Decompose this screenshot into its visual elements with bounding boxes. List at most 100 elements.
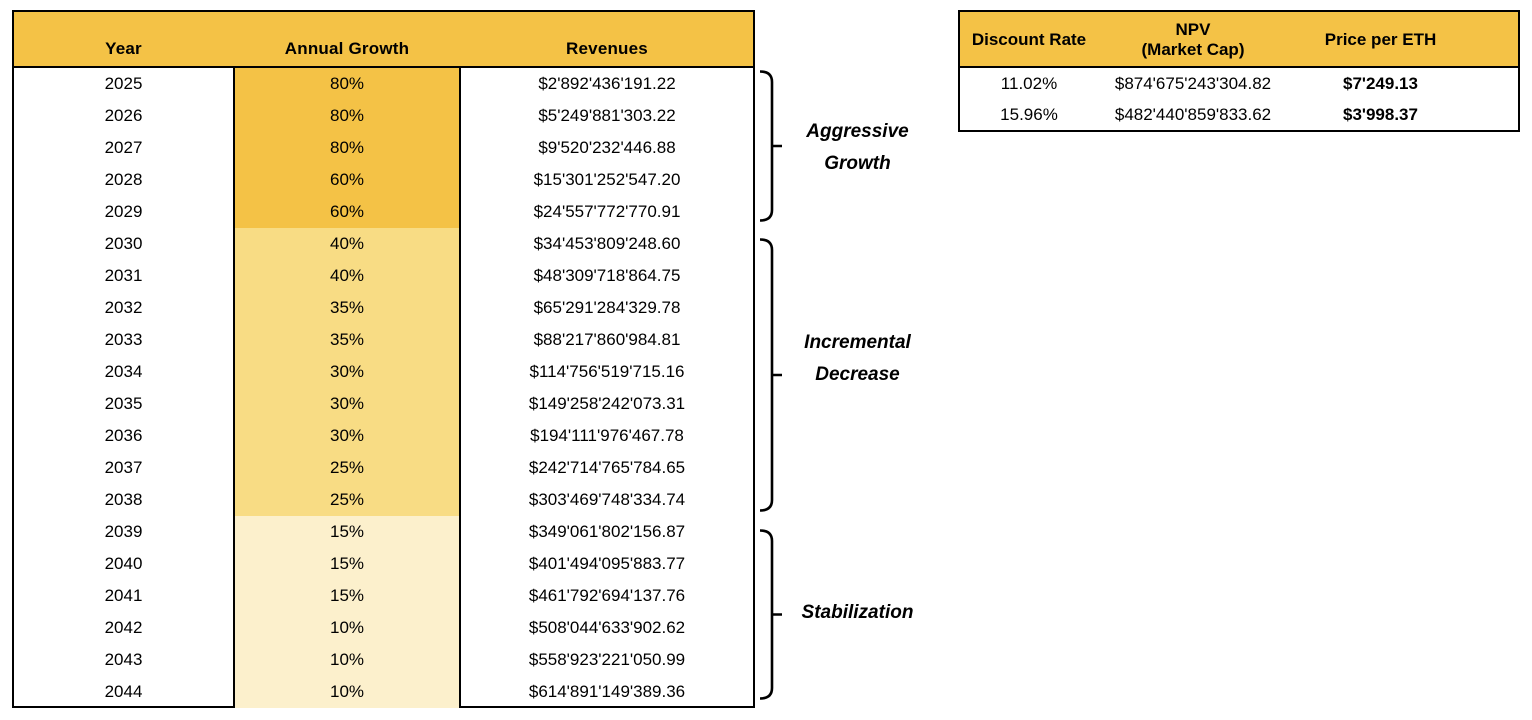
revenue-cell[interactable]: $88'217'860'984.81 [533, 330, 681, 349]
growth-cell[interactable]: 80% [233, 100, 461, 132]
growth-cell[interactable]: 15% [233, 548, 461, 580]
year-cell[interactable]: 2040 [104, 554, 143, 573]
year-cell[interactable]: 2039 [104, 522, 143, 541]
price-per-eth-cell[interactable]: $3'998.37 [1343, 104, 1418, 124]
growth-cell[interactable]: 15% [233, 516, 461, 548]
price-per-eth-column-header[interactable]: Price per ETH [1288, 12, 1473, 66]
year-cell[interactable]: 2034 [104, 362, 143, 381]
growth-cell[interactable]: 40% [233, 228, 461, 260]
revenue-cell[interactable]: $194'111'976'467.78 [530, 426, 684, 445]
revenue-cell[interactable]: $48'309'718'864.75 [533, 266, 681, 285]
year-cell[interactable]: 2028 [104, 170, 143, 189]
growth-cell[interactable]: 25% [233, 452, 461, 484]
npv-cell[interactable]: $482'440'859'833.62 [1114, 104, 1272, 124]
header-sublabel: (Market Cap) [1141, 40, 1245, 59]
table-row: 2039 15% $349'061'802'156.87 [14, 516, 753, 548]
revenue-cell[interactable]: $508'044'633'902.62 [528, 618, 686, 637]
year-column-header[interactable]: Year [105, 39, 142, 58]
table-row: 2041 15% $461'792'694'137.76 [14, 580, 753, 612]
revenue-table-body: 2025 80% $2'892'436'191.22 2026 80% $5'249'88… [14, 68, 753, 708]
table-row: 2043 10% $558'923'221'050.99 [14, 644, 753, 676]
growth-cell[interactable]: 15% [233, 580, 461, 612]
table-row: 2035 30% $149'258'242'073.31 [14, 388, 753, 420]
growth-cell[interactable]: 30% [233, 356, 461, 388]
revenue-cell[interactable]: $9'520'232'446.88 [538, 138, 676, 157]
price-per-eth-cell[interactable]: $7'249.13 [1343, 73, 1418, 93]
year-cell[interactable]: 2030 [104, 234, 143, 253]
npv-cell[interactable]: $874'675'243'304.82 [1114, 73, 1272, 93]
npv-table-header: Discount Rate NPV (Market Cap) Price per… [960, 12, 1518, 68]
year-cell[interactable]: 2037 [104, 458, 143, 477]
npv-summary-table: Discount Rate NPV (Market Cap) Price per… [958, 10, 1520, 132]
year-cell[interactable]: 2029 [104, 202, 143, 221]
year-cell[interactable]: 2031 [104, 266, 143, 285]
year-cell[interactable]: 2042 [104, 618, 143, 637]
growth-cell[interactable]: 35% [233, 324, 461, 356]
revenues-column-header[interactable]: Revenues [566, 39, 648, 58]
revenue-cell[interactable]: $2'892'436'191.22 [538, 74, 676, 93]
year-cell[interactable]: 2043 [104, 650, 143, 669]
growth-cell[interactable]: 10% [233, 612, 461, 644]
npv-table-body: 11.02% $874'675'243'304.82 $7'249.13 15.96%… [960, 68, 1518, 130]
discount-rate-column-header[interactable]: Discount Rate [960, 12, 1098, 66]
table-row: 2026 80% $5'249'881'303.22 [14, 100, 753, 132]
revenue-cell[interactable]: $114'756'519'715.16 [529, 362, 685, 381]
growth-cell[interactable]: 25% [233, 484, 461, 516]
revenue-cell[interactable]: $5'249'881'303.22 [538, 106, 676, 125]
year-cell[interactable]: 2035 [104, 394, 143, 413]
growth-cell[interactable]: 60% [233, 164, 461, 196]
year-cell[interactable]: 2032 [104, 298, 143, 317]
revenue-cell[interactable]: $461'792'694'137.76 [528, 586, 686, 605]
revenue-cell[interactable]: $303'469'748'334.74 [528, 490, 686, 509]
growth-cell[interactable]: 30% [233, 388, 461, 420]
year-cell[interactable]: 2026 [104, 106, 143, 125]
year-cell[interactable]: 2033 [104, 330, 143, 349]
discount-rate-cell[interactable]: 11.02% [1000, 73, 1058, 93]
table-row: 11.02% $874'675'243'304.82 $7'249.13 [960, 68, 1518, 99]
year-cell[interactable]: 2041 [104, 586, 143, 605]
table-row: 2040 15% $401'494'095'883.77 [14, 548, 753, 580]
phase-label-aggressive-growth: Aggressive Growth [785, 116, 930, 180]
revenue-cell[interactable]: $24'557'772'770.91 [533, 202, 681, 221]
growth-cell[interactable]: 35% [233, 292, 461, 324]
revenue-cell[interactable]: $242'714'765'784.65 [528, 458, 686, 477]
year-cell[interactable]: 2044 [104, 682, 143, 701]
phase-label-stabilization: Stabilization [785, 597, 930, 629]
revenue-cell[interactable]: $614'891'149'389.36 [528, 682, 686, 701]
phase-label-line: Decrease [815, 364, 900, 385]
table-row: 2030 40% $34'453'809'248.60 [14, 228, 753, 260]
revenue-cell[interactable]: $349'061'802'156.87 [528, 522, 686, 541]
revenue-cell[interactable]: $65'291'284'329.78 [533, 298, 681, 317]
curly-brace-stabilization [759, 529, 782, 700]
growth-cell[interactable]: 30% [233, 420, 461, 452]
revenue-projection-table: Year Annual Growth Revenues 2025 80% $2'89… [12, 10, 755, 708]
revenue-cell[interactable]: $558'923'221'050.99 [528, 650, 686, 669]
growth-cell[interactable]: 80% [233, 68, 461, 100]
curly-brace-incremental-decrease [759, 238, 782, 512]
phase-label-line: Stabilization [801, 602, 914, 623]
npv-column-header[interactable]: NPV (Market Cap) [1098, 12, 1288, 66]
growth-cell[interactable]: 10% [233, 644, 461, 676]
phase-label-line: Aggressive [806, 121, 909, 142]
header-label: NPV [1175, 20, 1211, 39]
growth-cell[interactable]: 60% [233, 196, 461, 228]
year-cell[interactable]: 2036 [104, 426, 143, 445]
year-cell[interactable]: 2038 [104, 490, 143, 509]
table-row: 2027 80% $9'520'232'446.88 [14, 132, 753, 164]
table-row: 2032 35% $65'291'284'329.78 [14, 292, 753, 324]
year-cell[interactable]: 2025 [104, 74, 143, 93]
annual-growth-column-header[interactable]: Annual Growth [284, 39, 410, 58]
revenue-cell[interactable]: $149'258'242'073.31 [528, 394, 686, 413]
revenue-cell[interactable]: $15'301'252'547.20 [533, 170, 681, 189]
curly-brace-aggressive-growth [759, 70, 782, 222]
year-cell[interactable]: 2027 [104, 138, 143, 157]
discount-rate-cell[interactable]: 15.96% [1000, 104, 1058, 124]
growth-cell[interactable]: 10% [233, 676, 461, 708]
growth-cell[interactable]: 40% [233, 260, 461, 292]
revenue-cell[interactable]: $34'453'809'248.60 [533, 234, 681, 253]
header-label: Price per ETH [1324, 30, 1437, 49]
growth-cell[interactable]: 80% [233, 132, 461, 164]
table-row: 2037 25% $242'714'765'784.65 [14, 452, 753, 484]
revenue-cell[interactable]: $401'494'095'883.77 [528, 554, 686, 573]
